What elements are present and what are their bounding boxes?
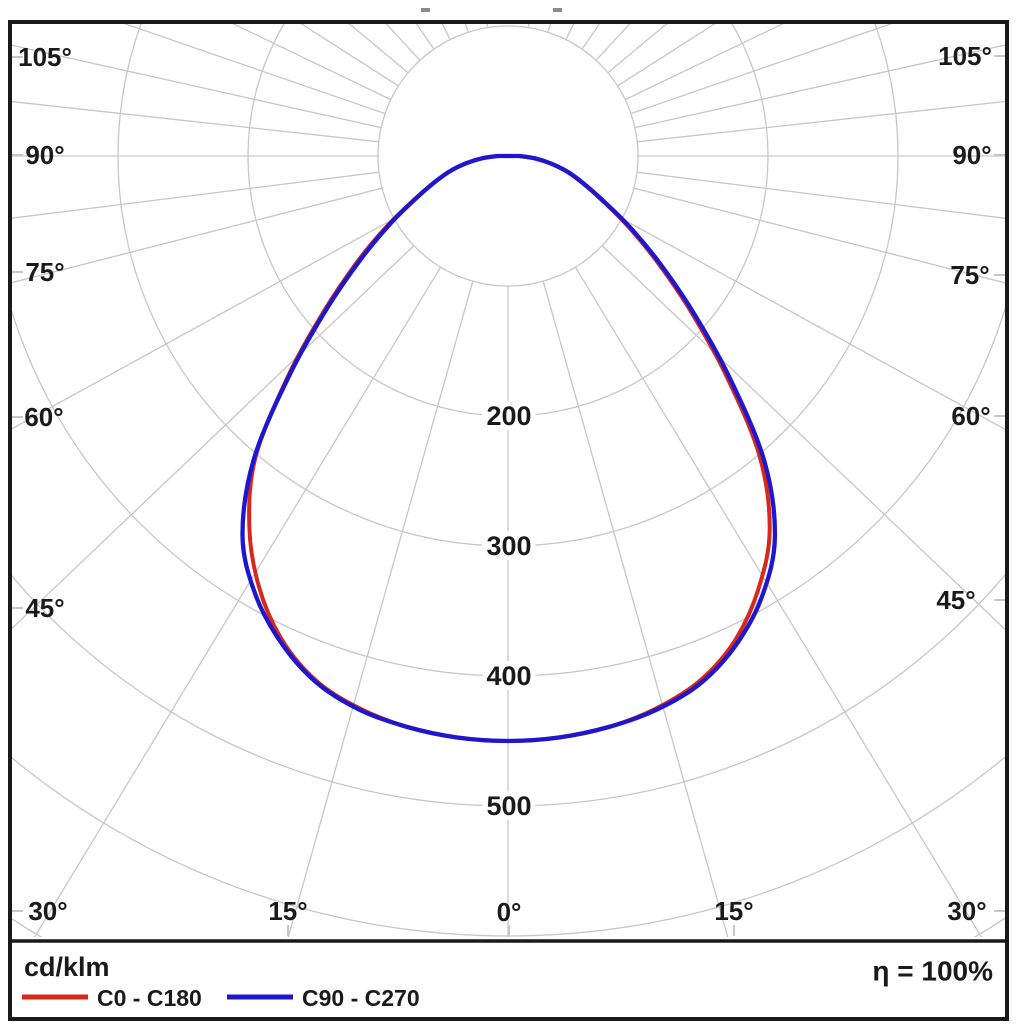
polar-grid-ray-60 xyxy=(621,218,1005,431)
ring-label-400: 400 xyxy=(486,661,531,691)
polar-grid-ray-112.5 xyxy=(630,24,893,115)
unit-label: cd/klm xyxy=(24,952,110,982)
angle-label-13-90°: 90° xyxy=(952,140,991,170)
legend: cd/klm η = 100% C0 - C180 C90 - C270 xyxy=(22,952,993,1011)
ring-label-300: 300 xyxy=(486,531,531,561)
polar-grid-ray--97.5 xyxy=(12,100,379,143)
polar-grid-ray--157.5 xyxy=(441,24,451,40)
angle-label-3-60°: 60° xyxy=(24,402,63,432)
axis-labels: 200 300 400 500 105° 90° 75° 60° 45° 30° 15° 0° 15° 3… xyxy=(18,41,992,927)
polar-grid-ray--45 xyxy=(12,245,415,630)
polar-grid-ray--75 xyxy=(12,187,383,284)
angle-label-7-0°: 0° xyxy=(497,897,522,927)
polar-grid-ray-30 xyxy=(574,266,983,937)
angle-label-11-60°: 60° xyxy=(951,401,990,431)
angle-label-5-30°: 30° xyxy=(28,896,67,926)
angle-label-6-15°: 15° xyxy=(268,896,307,926)
legend-label-c0-c180: C0 - C180 xyxy=(97,985,202,1011)
intensity-curves xyxy=(240,153,778,744)
angle-label-2-75°: 75° xyxy=(25,257,64,287)
ring-label-200: 200 xyxy=(486,401,531,431)
angle-label-4-45°: 45° xyxy=(25,593,64,623)
curve-C0-C180 xyxy=(247,154,772,743)
angle-label-1-90°: 90° xyxy=(25,140,64,170)
angle-label-10-45°: 45° xyxy=(936,585,975,615)
polar-grid-ray--60 xyxy=(12,218,395,430)
angle-label-14-105°: 105° xyxy=(938,41,992,71)
polar-grid-ray--15 xyxy=(287,280,474,937)
legend-label-c90-c270: C90 - C270 xyxy=(302,985,420,1011)
angle-label-0-105°: 105° xyxy=(18,42,72,72)
polar-grid-ray-82.5 xyxy=(636,171,1005,219)
polar-grid-ray-45 xyxy=(601,245,1005,631)
polar-grid-ray-75 xyxy=(633,187,1005,284)
polar-grid-ray-157.5 xyxy=(565,24,575,40)
curve-C90-C270 xyxy=(240,153,778,744)
polar-grid-ring-400 xyxy=(12,306,1005,677)
polar-grid-ray-165 xyxy=(547,24,552,33)
polar-grid-ray--105 xyxy=(12,44,382,129)
polar-grid-ray--30 xyxy=(33,266,442,937)
polar-grid-ray-97.5 xyxy=(637,100,1005,143)
angle-label-8-15°: 15° xyxy=(714,896,753,926)
angle-label-12-75°: 75° xyxy=(950,260,989,290)
polar-grid-ray-15 xyxy=(542,280,729,937)
polar-grid-ray--165 xyxy=(464,24,469,33)
ring-label-500: 500 xyxy=(486,791,531,821)
polar-grid-ray-105 xyxy=(634,44,1005,129)
chart-frame xyxy=(8,20,1009,1021)
efficiency-label: η = 100% xyxy=(872,956,993,987)
polar-grid-ray--112.5 xyxy=(123,24,386,115)
polar-grid-ray--82.5 xyxy=(12,171,380,219)
angle-label-9-30°: 30° xyxy=(947,896,986,926)
